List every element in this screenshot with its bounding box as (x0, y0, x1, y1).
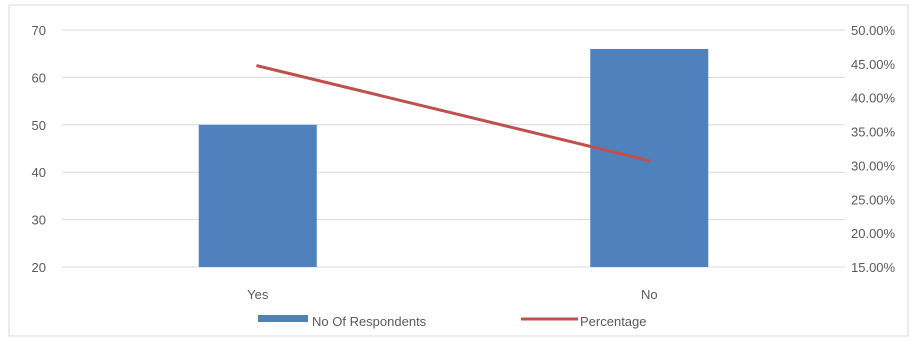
left-axis: 70 60 50 40 30 20 (32, 23, 46, 275)
left-axis-tick-label: 30 (32, 213, 46, 228)
category-axis: Yes No (247, 287, 657, 302)
percentage-point-no (647, 159, 651, 163)
right-axis: 50.00% 45.00% 40.00% 35.00% 30.00% 25.00% 20.0… (851, 23, 896, 275)
right-axis-tick-label: 30.00% (851, 158, 896, 173)
chart-frame (8, 4, 909, 337)
right-axis-tick-label: 50.00% (851, 23, 896, 38)
left-axis-tick-label: 20 (32, 260, 46, 275)
percentage-line (256, 64, 651, 163)
right-axis-tick-label: 45.00% (851, 57, 896, 72)
legend-label-percentage: Percentage (580, 314, 647, 329)
percentage-point-yes (256, 64, 260, 68)
left-axis-tick-label: 40 (32, 165, 46, 180)
bar-no (590, 48, 709, 268)
right-axis-tick-label: 35.00% (851, 125, 896, 140)
right-axis-tick-label: 20.00% (851, 226, 896, 241)
legend-label-respondents: No Of Respondents (312, 314, 427, 329)
category-label: No (641, 287, 658, 302)
category-label: Yes (247, 287, 269, 302)
gridlines (62, 29, 845, 268)
bar-yes (198, 124, 317, 267)
right-axis-tick-label: 15.00% (851, 260, 896, 275)
legend-swatch-respondents (258, 315, 308, 322)
right-axis-tick-label: 25.00% (851, 192, 896, 207)
line-series (256, 64, 651, 163)
left-axis-tick-label: 70 (32, 23, 46, 38)
left-axis-tick-label: 50 (32, 118, 46, 133)
bar-series (198, 48, 709, 268)
left-axis-tick-label: 60 (32, 70, 46, 85)
legend: No Of Respondents Percentage (258, 314, 647, 329)
right-axis-tick-label: 40.00% (851, 91, 896, 106)
